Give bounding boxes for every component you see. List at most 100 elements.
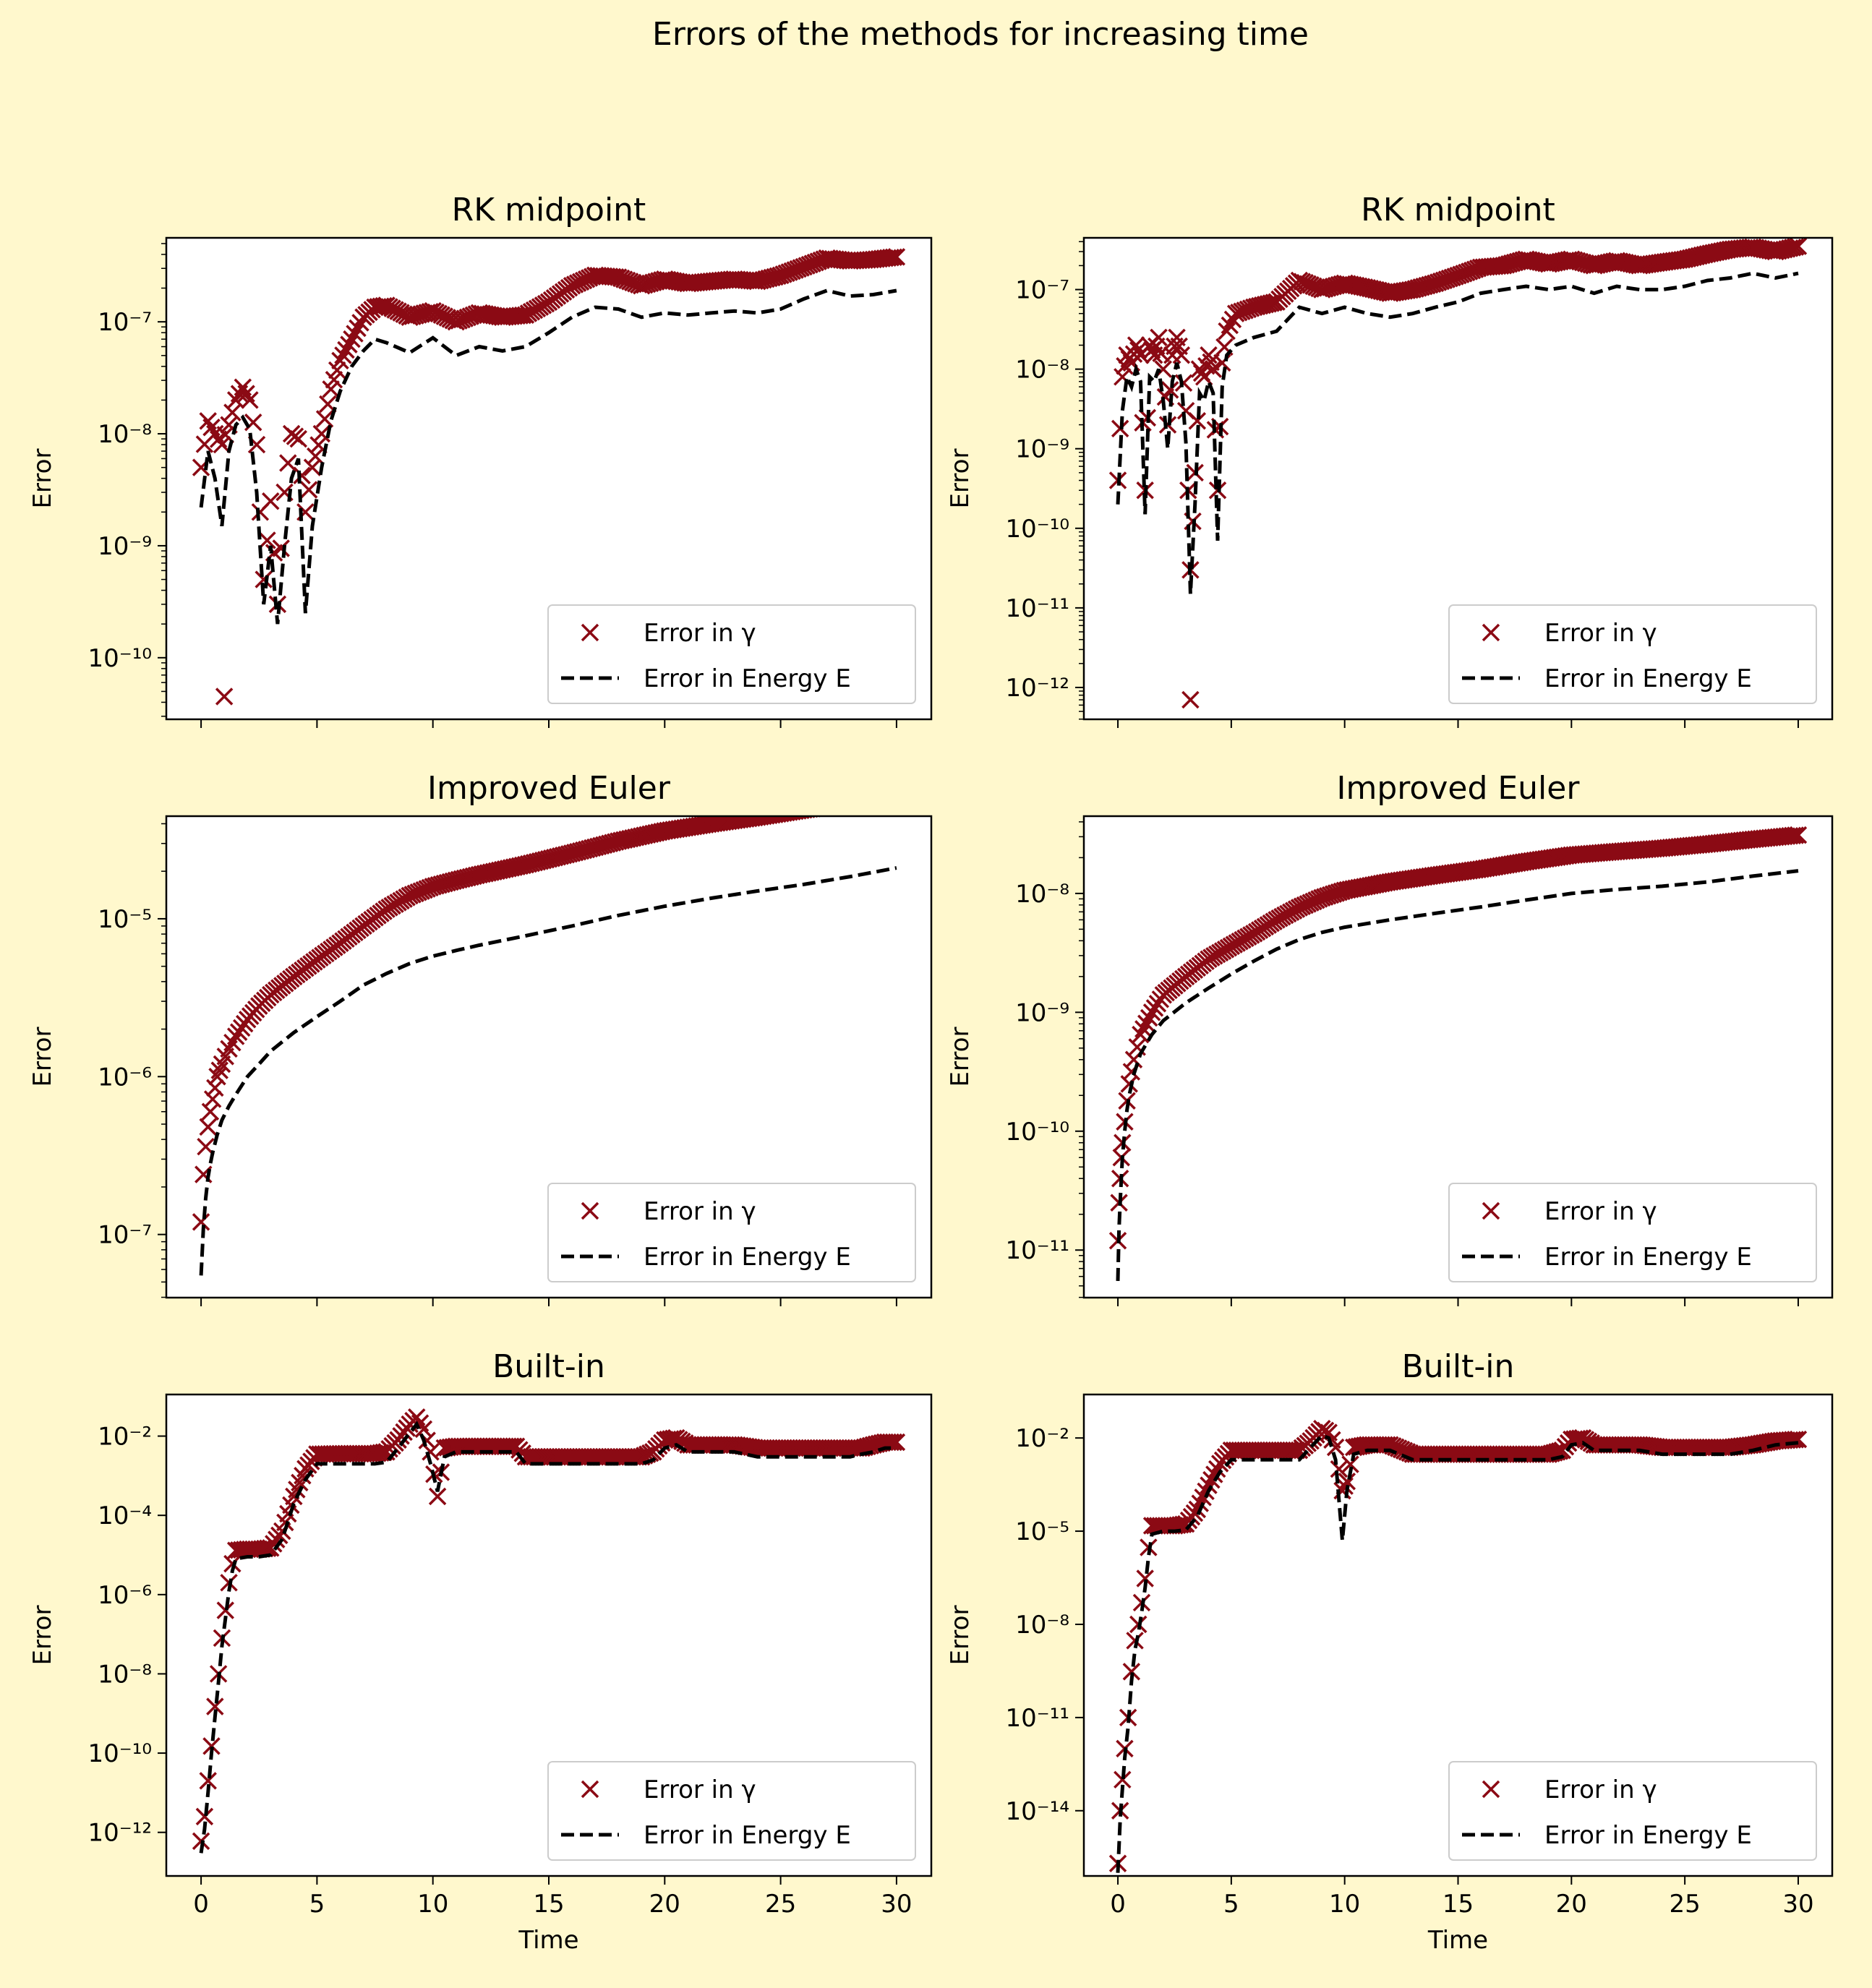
panel-5: 0 5 10 15 20 25 30 10⁻¹² 10⁻¹⁰ 10⁻⁸ 10⁻⁶ 10⁻⁴ 10⁻² Bu… (28, 1348, 933, 1955)
y-tick-label: 10⁻⁷ (1015, 276, 1069, 305)
x-axis-label: Time (1427, 1926, 1488, 1955)
legend: Error in γ Error in Energy E (1448, 604, 1817, 704)
gamma-error-point (1136, 1569, 1154, 1588)
gamma-error-point (881, 249, 900, 267)
gamma-error-point (1208, 1460, 1226, 1478)
gamma-error-point (334, 346, 352, 364)
energy-error-line (1116, 1433, 1799, 1873)
y-tick-label: 10⁻⁴ (98, 1501, 152, 1530)
legend-label-energy: Error in Energy E (1544, 664, 1752, 693)
y-axis-label: Error (946, 1027, 975, 1087)
y-tick-label: 10⁻² (1015, 1424, 1069, 1453)
panel-3: 10⁻⁷ 10⁻⁶ 10⁻⁵ Improved Euler Error Error in … (28, 770, 933, 1306)
y-tick-label: 10⁻⁹ (1015, 998, 1069, 1027)
energy-error-line (1116, 271, 1799, 594)
gamma-error-point (337, 340, 355, 359)
legend-marker-gamma (1482, 623, 1500, 642)
series-group (1108, 238, 1808, 709)
legend-label-energy: Error in Energy E (1544, 1243, 1752, 1272)
legend: Error in γ Error in Energy E (1448, 1183, 1817, 1282)
series-group (1108, 826, 1808, 1281)
legend-label-gamma: Error in γ (644, 1197, 756, 1226)
y-axis-label: Error (946, 1606, 975, 1666)
energy-error-line (1116, 869, 1799, 1281)
gamma-error-point (1789, 238, 1808, 255)
x-axis-label: Time (518, 1926, 578, 1955)
panel-title: Improved Euler (1337, 770, 1581, 807)
gamma-error-point (299, 481, 318, 499)
y-tick-label: 10⁻⁹ (98, 532, 152, 561)
y-tick-label: 10⁻¹² (1006, 674, 1069, 703)
panel-title: Improved Euler (427, 770, 671, 807)
gamma-error-point (1126, 1632, 1144, 1650)
legend-box (547, 604, 916, 704)
gamma-error-point (210, 1061, 228, 1079)
gamma-error-point (1341, 1455, 1359, 1473)
gamma-error-point (1786, 826, 1805, 844)
gamma-error-markers (1108, 238, 1808, 579)
gamma-error-point (195, 1807, 214, 1826)
gamma-error-point (215, 687, 234, 706)
legend-box (1448, 1761, 1817, 1861)
series-group (192, 816, 897, 1276)
gamma-error-point (192, 1213, 210, 1231)
gamma-error-point (1132, 1025, 1150, 1044)
x-tick-label: 10 (417, 1890, 448, 1919)
gamma-error-point (206, 1697, 224, 1715)
gamma-error-point (1127, 336, 1145, 354)
gamma-error-point (303, 458, 322, 476)
gamma-error-point (1204, 360, 1223, 378)
gamma-error-point (1114, 1770, 1132, 1789)
gamma-error-point (1134, 1020, 1153, 1038)
panel-title: Built-in (492, 1348, 605, 1385)
y-tick-label: 10⁻⁶ (98, 1063, 152, 1092)
gamma-error-point (1140, 1008, 1158, 1027)
legend-label-energy: Error in Energy E (644, 1243, 851, 1272)
gamma-error-point (213, 435, 231, 454)
gamma-error-point (1205, 1465, 1223, 1483)
figure-suptitle: Errors of the methods for increasing tim… (652, 16, 1309, 53)
gamma-error-point (199, 1772, 217, 1790)
gamma-error-point (199, 1118, 217, 1136)
gamma-error-point (1172, 346, 1191, 364)
gamma-error-point (343, 330, 361, 348)
legend-marker-gamma (1482, 1201, 1500, 1220)
gamma-error-point (1137, 1014, 1155, 1032)
gamma-error-point (1174, 374, 1193, 392)
x-tick-label: 25 (765, 1890, 796, 1919)
x-tick-label: 5 (1223, 1890, 1239, 1919)
energy-error-line (199, 1421, 897, 1854)
legend-label-gamma: Error in γ (1544, 1197, 1657, 1226)
gamma-error-point (255, 570, 273, 588)
gamma-error-point (1129, 341, 1147, 359)
legend: Error in γ Error in Energy E (547, 1761, 916, 1861)
panel-4: 10⁻¹¹ 10⁻¹⁰ 10⁻⁹ 10⁻⁸ Improved Euler Error Err… (946, 770, 1834, 1306)
gamma-error-point (1338, 1472, 1356, 1491)
y-tick-label: 10⁻⁸ (98, 420, 152, 449)
gamma-error-point (349, 319, 367, 338)
legend-label-gamma: Error in γ (1544, 1775, 1657, 1804)
x-tick-label: 20 (1556, 1890, 1587, 1919)
panel-title: Built-in (1402, 1348, 1515, 1385)
gamma-error-point (1783, 239, 1802, 257)
gamma-error-point (289, 429, 307, 448)
gamma-error-point (422, 1443, 440, 1461)
y-tick-label: 10⁻⁹ (1015, 435, 1069, 464)
x-tick-label: 20 (649, 1890, 680, 1919)
legend-label-gamma: Error in γ (644, 1775, 756, 1804)
panel-1: 10⁻¹⁰ 10⁻⁹ 10⁻⁸ 10⁻⁷ RK midpoint Error Error i… (28, 192, 933, 728)
gamma-error-point (887, 248, 906, 266)
gamma-error-point (312, 424, 331, 443)
gamma-error-point (331, 351, 349, 370)
gamma-error-point (216, 1601, 234, 1619)
gamma-error-point (262, 492, 280, 510)
legend: Error in γ Error in Energy E (547, 1183, 916, 1282)
x-tick-label: 5 (309, 1890, 325, 1919)
gamma-error-point (272, 539, 290, 557)
gamma-error-point (1330, 1460, 1349, 1478)
y-axis-label: Error (28, 1606, 57, 1666)
y-tick-label: 10⁻⁵ (1015, 1517, 1069, 1546)
panel-6: 0 5 10 15 20 25 30 10⁻¹⁴ 10⁻¹¹ 10⁻⁸ 10⁻⁵ 10⁻² Built-… (946, 1348, 1834, 1955)
x-tick-label: 15 (533, 1890, 564, 1919)
gamma-error-point (1262, 294, 1280, 312)
